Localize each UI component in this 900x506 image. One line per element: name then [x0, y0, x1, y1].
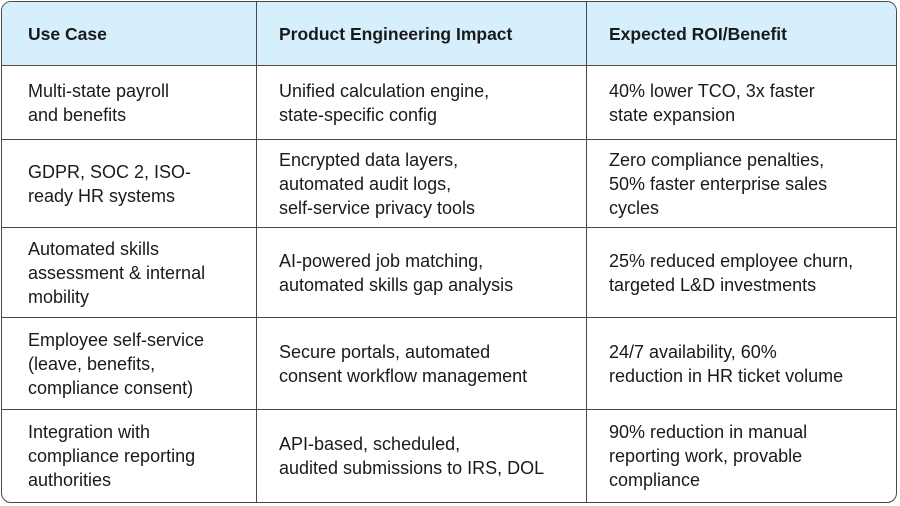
- table-cell: Unified calculation engine, state-specifi…: [257, 66, 587, 140]
- cell-line: reporting work, provable: [609, 446, 803, 466]
- cell-line: Zero compliance penalties,: [609, 149, 825, 170]
- cell-line: audited submissions to IRS, DOL: [279, 458, 545, 478]
- cell-line: assessment & internal: [28, 262, 206, 283]
- table-cell: 40% lower TCO, 3x faster state expansion: [587, 66, 896, 140]
- cell-line: Automated skills: [28, 238, 160, 259]
- cell-line: compliance reporting: [28, 446, 196, 466]
- cell-line: and benefits: [28, 104, 127, 125]
- table-cell: API-based, scheduled, audited submissions…: [257, 410, 587, 502]
- table-cell: 24/7 availability, 60% reduction in HR ti…: [587, 318, 896, 410]
- cell-line: cycles: [609, 197, 660, 218]
- cell-line: 24/7 availability, 60%: [609, 341, 777, 362]
- cell-line: 90% reduction in manual: [609, 422, 808, 442]
- cell-line: 25% reduced employee churn,: [609, 250, 854, 271]
- cell-line: 40% lower TCO, 3x faster: [609, 80, 815, 101]
- cell-line: self-service privacy tools: [279, 197, 476, 218]
- cell-line: automated skills gap analysis: [279, 274, 514, 295]
- table-cell: Secure portals, automated consent workflo…: [257, 318, 587, 410]
- table-cell: Multi-state payroll and benefits: [2, 66, 257, 140]
- cell-line: API-based, scheduled,: [279, 434, 461, 454]
- cell-line: AI-powered job matching,: [279, 250, 484, 271]
- cell-line: targeted L&D investments: [609, 274, 817, 295]
- cell-line: Encrypted data layers,: [279, 149, 459, 170]
- cell-line: Unified calculation engine,: [279, 80, 490, 101]
- cell-line: 50% faster enterprise sales: [609, 173, 828, 194]
- cell-line: authorities: [28, 470, 112, 490]
- table-cell: GDPR, SOC 2, ISO-ready HR systems: [2, 140, 257, 228]
- cell-line: compliance consent): [28, 377, 194, 398]
- cell-line: Employee self-service: [28, 329, 205, 350]
- table-cell: Employee self-service (leave, benefits, co…: [2, 318, 257, 410]
- header-cell: Product Engineering Impact: [257, 2, 587, 66]
- cell-line: Integration with: [28, 422, 151, 442]
- cell-line: state-specific config: [279, 104, 438, 125]
- table-cell: 25% reduced employee churn, targeted L&D …: [587, 228, 896, 318]
- table-cell: Encrypted data layers, automated audit lo…: [257, 140, 587, 228]
- cell-line: state expansion: [609, 104, 736, 125]
- cell-line: compliance: [609, 470, 701, 490]
- cell-line: mobility: [28, 286, 90, 307]
- cell-line: Secure portals, automated: [279, 341, 491, 362]
- cell-line: consent workflow management: [279, 365, 528, 386]
- table-cell: AI-powered job matching, automated skills…: [257, 228, 587, 318]
- cell-line: Multi-state payroll: [28, 80, 170, 101]
- cell-line: ready HR systems: [28, 185, 176, 206]
- table-cell: Integration with compliance reporting auth…: [2, 410, 257, 502]
- table-cell: Zero compliance penalties, 50% faster ent…: [587, 140, 896, 228]
- table-cell: Automated skills assessment & internal mob…: [2, 228, 257, 318]
- cell-line: (leave, benefits,: [28, 353, 156, 374]
- cell-line: reduction in HR ticket volume: [609, 365, 844, 386]
- cell-line: GDPR, SOC 2, ISO-: [28, 161, 192, 182]
- table-cell: 90% reduction in manual reporting work, p…: [587, 410, 896, 502]
- cell-line: automated audit logs,: [279, 173, 452, 194]
- header-cell: Expected ROI/Benefit: [587, 2, 896, 66]
- header-cell: Use Case: [2, 2, 257, 66]
